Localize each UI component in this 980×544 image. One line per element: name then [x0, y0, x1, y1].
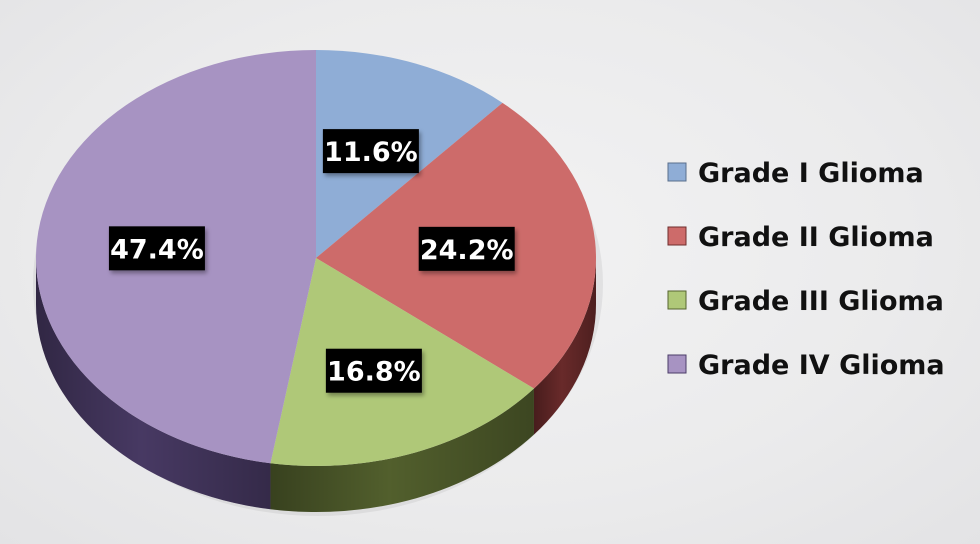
data-label-box	[418, 226, 515, 271]
legend-label: Grade III Glioma	[698, 286, 944, 317]
slice-side-shade	[270, 388, 534, 512]
data-label-grade-iv-glioma: 47.4%	[108, 226, 205, 271]
slice-side-shade	[533, 258, 596, 435]
data-label-box	[108, 226, 205, 271]
data-label-grade-iii-glioma: 16.8%	[325, 348, 422, 393]
legend-item-grade-ii-glioma: Grade II Glioma	[667, 222, 934, 253]
data-label-text: 24.2%	[420, 235, 514, 266]
data-label-text: 47.4%	[110, 234, 204, 265]
data-label-box	[325, 348, 422, 393]
data-label-text: 16.8%	[327, 357, 421, 388]
data-label-box	[322, 129, 419, 174]
data-label-grade-i-glioma: 11.6%	[322, 129, 419, 174]
pie-sides	[36, 258, 596, 512]
legend: Grade I Glioma Grade II Glioma Grade III G…	[667, 158, 945, 381]
legend-swatch	[667, 354, 687, 374]
legend-swatch	[667, 290, 687, 310]
legend-label: Grade I Glioma	[698, 158, 924, 189]
legend-swatch	[667, 226, 687, 246]
legend-label: Grade IV Glioma	[698, 350, 945, 381]
legend-item-grade-iii-glioma: Grade III Glioma	[667, 286, 944, 317]
data-labels: 11.6% 24.2% 16.8% 47.4%	[108, 129, 515, 393]
legend-item-grade-iv-glioma: Grade IV Glioma	[667, 350, 945, 381]
data-label-text: 11.6%	[324, 137, 418, 168]
legend-item-grade-i-glioma: Grade I Glioma	[667, 158, 924, 189]
legend-swatch	[667, 162, 687, 182]
slice-side-shade	[36, 258, 271, 510]
legend-label: Grade II Glioma	[698, 222, 934, 253]
data-label-grade-ii-glioma: 24.2%	[418, 226, 515, 271]
